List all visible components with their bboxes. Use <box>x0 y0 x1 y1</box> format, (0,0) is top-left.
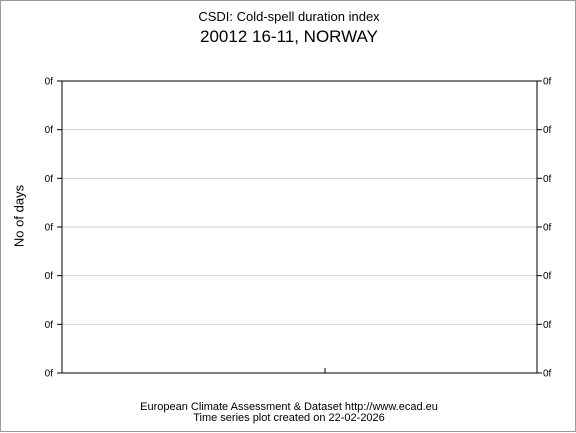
y-tick-label-left: 0f <box>45 174 54 185</box>
y-tick-label-left: 0f <box>45 320 54 331</box>
y-tick-label-right: 0f <box>543 223 552 234</box>
chart-subtitle: 20012 16-11, NORWAY <box>200 27 378 46</box>
footer-created: Time series plot created on 22-02-2026 <box>193 412 385 424</box>
y-tick-label-right: 0f <box>543 271 552 282</box>
y-tick-label-right: 0f <box>543 77 552 88</box>
y-tick-label-left: 0f <box>45 223 54 234</box>
chart-title: CSDI: Cold-spell duration index <box>198 9 380 24</box>
y-tick-label-left: 0f <box>45 77 54 88</box>
y-tick-label-left: 0f <box>45 369 54 380</box>
y-tick-label-left: 0f <box>45 125 54 136</box>
footer-source: European Climate Assessment & Dataset ht… <box>140 401 438 413</box>
y-tick-label-left: 0f <box>45 271 54 282</box>
y-tick-label-right: 0f <box>543 125 552 136</box>
y-tick-label-right: 0f <box>543 369 552 380</box>
y-tick-label-right: 0f <box>543 320 552 331</box>
y-tick-label-right: 0f <box>543 174 552 185</box>
